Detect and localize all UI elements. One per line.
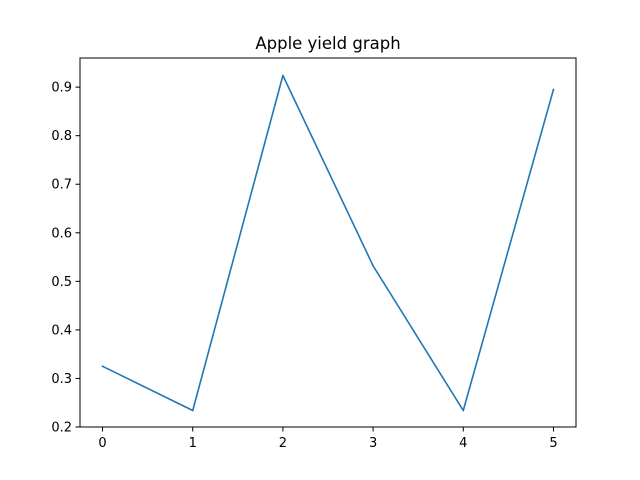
y-tick-label: 0.3: [51, 372, 72, 387]
x-tick-label: 0: [98, 436, 106, 451]
axes-frame: [79, 57, 577, 428]
plot-area: [101, 74, 555, 412]
data-point: [282, 74, 284, 77]
y-axis: 0.2 0.3 0.4 0.5 0.6 0.7 0.8 0.9: [51, 81, 80, 436]
y-tick-label: 0.5: [51, 275, 72, 290]
data-point: [372, 265, 374, 267]
x-tick-label: 5: [549, 436, 557, 451]
y-tick-label: 0.9: [51, 81, 72, 96]
y-tick-label: 0.4: [51, 323, 72, 338]
y-tick-label: 0.6: [51, 226, 72, 241]
data-point: [191, 409, 194, 412]
chart-title: Apple yield graph: [255, 34, 400, 53]
x-tick-label: 4: [459, 436, 467, 451]
y-tick-label: 0.8: [51, 129, 72, 144]
x-tick-label: 1: [189, 436, 197, 451]
y-tick-label: 0.7: [51, 178, 72, 193]
data-point: [101, 365, 104, 368]
x-tick-label: 2: [279, 436, 287, 451]
x-axis: 0 1 2 3 4 5: [98, 427, 558, 451]
data-point: [462, 409, 465, 412]
series-line-0: [101, 74, 555, 412]
x-tick-label: 3: [369, 436, 377, 451]
data-point: [552, 88, 555, 91]
y-tick-label: 0.2: [51, 421, 72, 436]
